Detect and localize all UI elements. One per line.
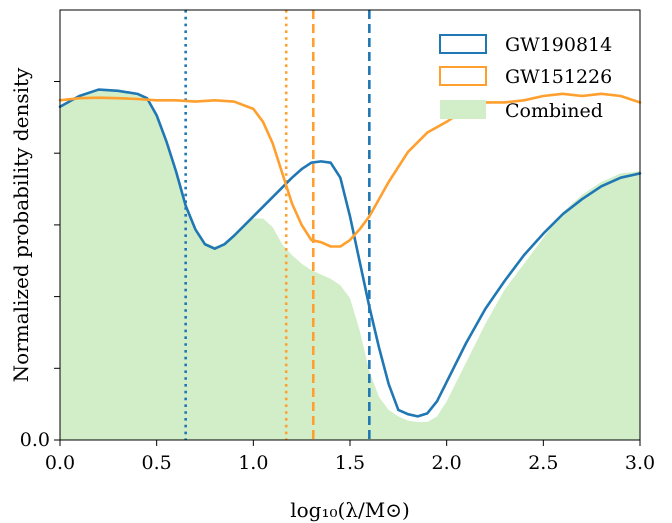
- x-tick-label: 2.0: [432, 452, 462, 474]
- legend: GW190814 GW151226 Combined: [439, 34, 612, 122]
- vertical-lines-layer: [184, 10, 371, 440]
- series-line-gw190814: [58, 88, 642, 418]
- x-tick-label: 1.0: [238, 452, 268, 474]
- legend-label-gw151226: GW151226: [505, 66, 612, 88]
- legend-swatch-gw151226: [439, 66, 487, 86]
- x-tick-label: 2.5: [528, 452, 558, 474]
- series-line-gw151226: [58, 92, 642, 248]
- series-lines-layer: [58, 88, 642, 418]
- ticks-layer: 0.0 0.5 1.0 1.5 2.0 2.5 3.0 0.0: [20, 81, 655, 474]
- y-tick-label: 0.0: [20, 429, 50, 451]
- x-tick-label: 0.0: [45, 452, 75, 474]
- x-axis-label: log₁₀(λ/M⊙): [290, 498, 410, 522]
- legend-swatch-combined: [440, 100, 486, 119]
- x-tick-label: 3.0: [625, 452, 655, 474]
- legend-label-gw190814: GW190814: [505, 34, 612, 56]
- legend-swatch-gw190814: [439, 34, 487, 54]
- legend-label-combined: Combined: [505, 100, 603, 122]
- series-area-combined: [60, 89, 640, 441]
- x-tick-label: 1.5: [335, 452, 365, 474]
- combined-area-layer: [60, 89, 640, 441]
- x-tick-label: 0.5: [142, 452, 172, 474]
- y-axis-label: Normalized probability density: [9, 67, 33, 382]
